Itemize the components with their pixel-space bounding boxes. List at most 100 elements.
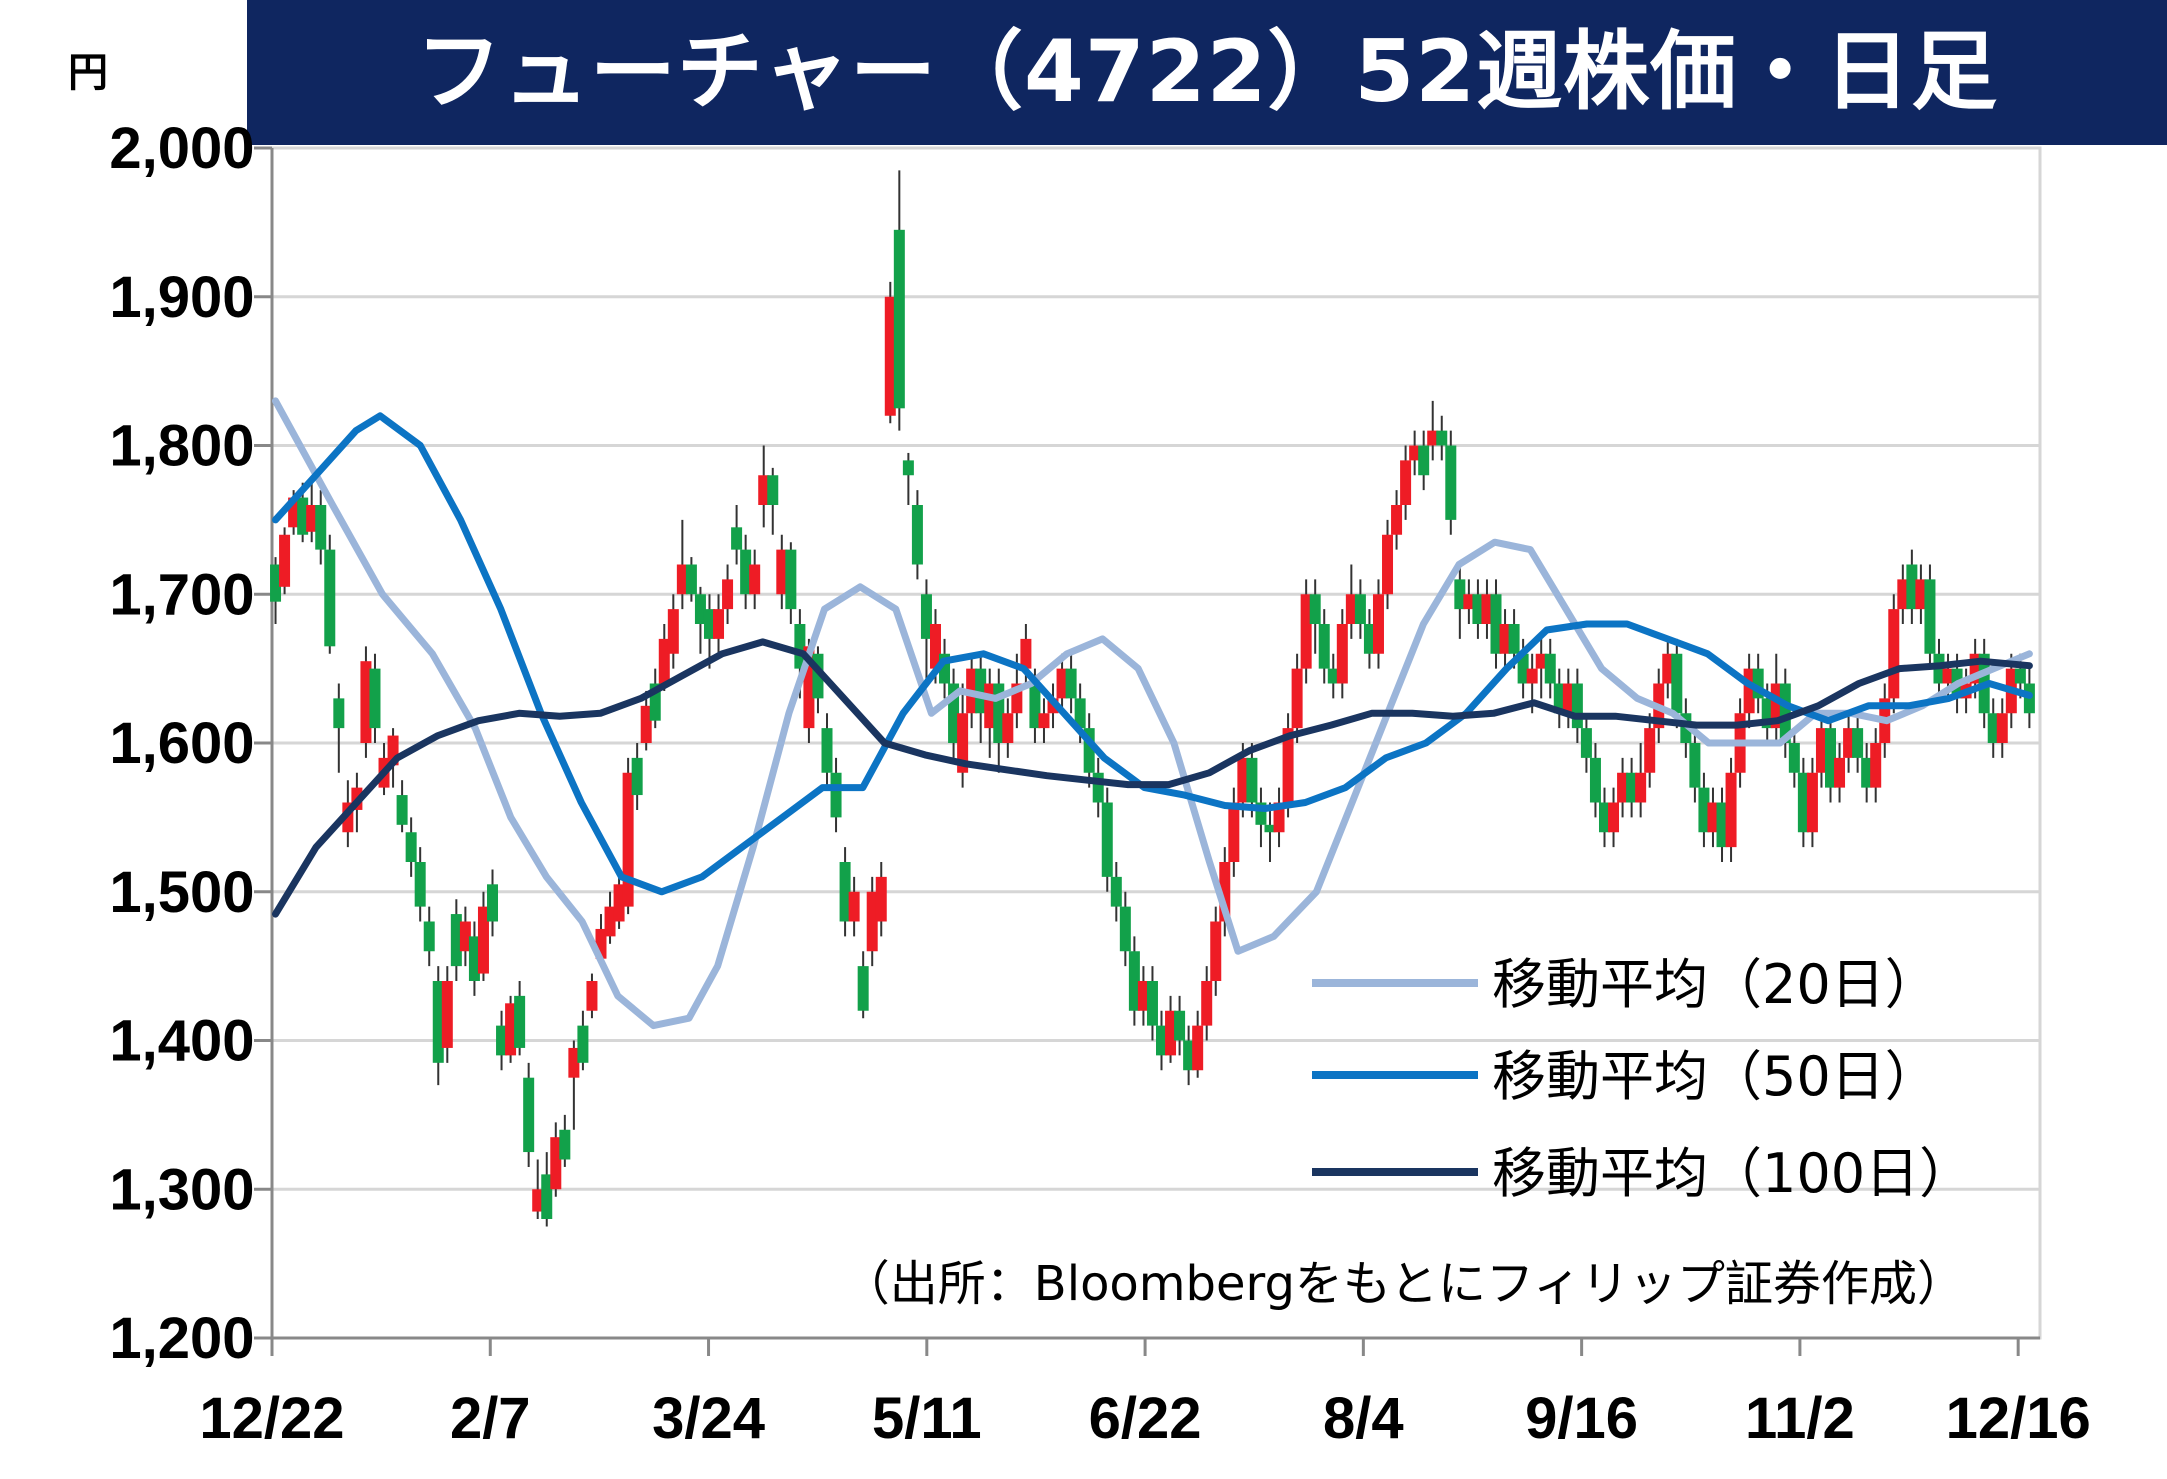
candle-down (1852, 728, 1864, 758)
x-tick-label: 12/22 (199, 1386, 344, 1451)
candle-up (866, 891, 878, 952)
candle-up (1391, 505, 1403, 535)
candle-up (532, 1189, 544, 1212)
candle-down (740, 549, 752, 595)
candle-down (1183, 1040, 1195, 1071)
candle-down (1671, 653, 1683, 714)
legend-label-ma50: 移動平均（50日） (1492, 1045, 1939, 1108)
candle-up (1562, 683, 1574, 714)
candle-down (893, 229, 905, 409)
candle-up (676, 564, 688, 595)
candle-up (1382, 534, 1394, 595)
candle-down (830, 772, 842, 818)
y-tick-label: 1,900 (109, 265, 254, 330)
candle-down (920, 594, 932, 639)
candle-down (812, 653, 824, 699)
candle-down (839, 862, 851, 922)
x-tick-label: 3/24 (652, 1386, 765, 1451)
candle-down (450, 914, 462, 967)
candle-down (902, 460, 914, 476)
candle-down (1146, 981, 1158, 1026)
candle-down (1490, 594, 1502, 654)
candle-up (1300, 594, 1312, 669)
candle-up (1843, 728, 1855, 758)
candle-up (1291, 668, 1303, 729)
candle-down (1074, 698, 1086, 729)
candle-down (975, 668, 987, 714)
candle-up (1535, 653, 1547, 669)
candle-down (1174, 1010, 1186, 1041)
candle-up (1481, 594, 1493, 624)
candle-up (505, 1003, 517, 1056)
candle-up (1020, 638, 1032, 669)
candle-down (423, 921, 435, 952)
candle-up (957, 713, 969, 773)
candle-down (1752, 668, 1764, 699)
candle-up (1725, 772, 1737, 848)
candle-down (1363, 624, 1375, 654)
candle-down (1119, 906, 1131, 952)
line-ma100 (272, 638, 2033, 918)
candle-up (713, 609, 725, 639)
line-ma20 (272, 397, 2033, 1030)
candle-down (1101, 802, 1113, 877)
candle-down (414, 862, 426, 907)
x-tick-label: 5/11 (872, 1386, 982, 1451)
candle-down (324, 549, 336, 647)
candle-up (622, 772, 634, 907)
candle-up (929, 624, 941, 669)
candle-down (1788, 743, 1800, 773)
candle-down (1797, 772, 1809, 833)
candle-up (1137, 981, 1149, 1011)
candle-up (1165, 1010, 1177, 1056)
candle-down (685, 564, 697, 595)
candle-up (1463, 594, 1475, 610)
candle-down (270, 564, 282, 602)
candle-down (432, 981, 444, 1063)
candle-down (1309, 594, 1321, 624)
candle-down (1128, 951, 1140, 1011)
candle-down (496, 1025, 508, 1056)
candle-up (1806, 772, 1818, 833)
candle-up (848, 891, 860, 922)
candle-up (1770, 683, 1782, 729)
candle-down (1924, 579, 1936, 654)
candle-up (1888, 609, 1900, 699)
candle-up (1427, 430, 1439, 446)
candle-down (333, 698, 345, 729)
candle-down (396, 795, 408, 825)
chart-title: フューチャー（4722）52週株価・日足 (415, 22, 1999, 122)
candle-down (1598, 802, 1610, 833)
y-axis-unit: 円 (68, 50, 108, 96)
candle-down (1779, 683, 1791, 743)
candle-up (1192, 1025, 1204, 1071)
candle-up (1915, 579, 1927, 610)
candle-up (459, 921, 471, 952)
candle-down (1626, 772, 1638, 803)
candle-down (794, 624, 806, 669)
candle-up (387, 735, 399, 766)
candle-up (1662, 653, 1674, 684)
candle-down (1589, 757, 1601, 803)
candle-up (1201, 981, 1213, 1026)
candle-down (297, 497, 309, 535)
candle-up (1002, 713, 1014, 743)
candle-up (1707, 802, 1719, 833)
candle-up (1282, 728, 1294, 803)
candle-up (1345, 594, 1357, 624)
candle-up (568, 1047, 580, 1078)
candle-down (577, 1025, 589, 1063)
candle-down (523, 1077, 535, 1153)
candle-down (1156, 1025, 1168, 1056)
legend-label-ma100: 移動平均（100日） (1492, 1142, 1973, 1205)
candle-up (722, 579, 734, 610)
y-tick-label: 1,300 (109, 1157, 254, 1222)
candle-down (1472, 594, 1484, 624)
candle-up (1336, 624, 1348, 684)
candle-up (1942, 668, 1954, 684)
candle-down (1083, 728, 1095, 773)
candle-up (1228, 802, 1240, 862)
moving-averages (272, 397, 2033, 1030)
candle-down (785, 549, 797, 610)
candle-up (1834, 757, 1846, 788)
